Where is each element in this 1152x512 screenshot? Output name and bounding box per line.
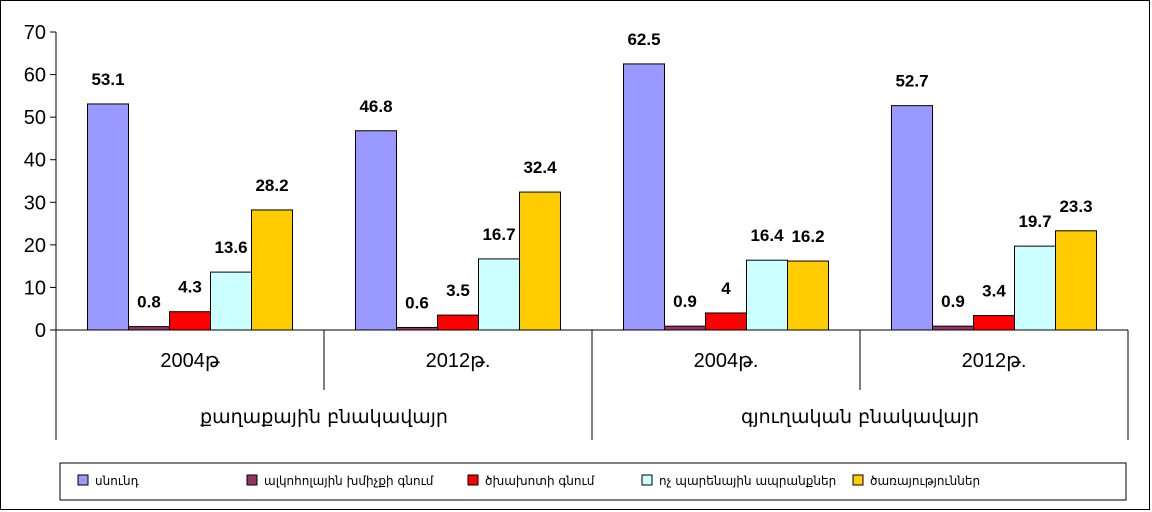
data-label: 0.8: [137, 293, 161, 312]
category-label: 2012թ.: [962, 350, 1027, 372]
legend-swatch: [852, 474, 864, 486]
y-tick-label: 20: [24, 235, 46, 257]
bar: [973, 315, 1015, 331]
data-label: 4: [721, 279, 731, 298]
bar: [355, 130, 397, 331]
data-label: 62.5: [627, 30, 660, 49]
category-label: 2004թ: [160, 350, 219, 372]
bar: [1055, 230, 1097, 331]
category-label: 2004թ.: [694, 350, 759, 372]
bar: [210, 271, 252, 331]
y-tick-label: 30: [24, 192, 46, 214]
legend-label: ալկոհոլային խմիչքի գնում: [264, 474, 434, 488]
legend-swatch: [641, 474, 653, 486]
group-label: գյուղական բնակավայր: [741, 406, 979, 428]
bar: [169, 311, 211, 331]
legend-label: ոչ պարենային ապրանքներ: [659, 474, 836, 488]
data-label: 0.9: [673, 292, 697, 311]
bar: [396, 326, 438, 331]
y-tick-label: 40: [24, 150, 46, 172]
data-label: 0.6: [405, 293, 429, 312]
y-tick-label: 60: [24, 65, 46, 87]
bar: [251, 209, 293, 331]
bar: [746, 259, 788, 331]
legend-label: ծխախոտի գնում: [485, 474, 595, 488]
y-tick-label: 0: [35, 320, 46, 342]
bars: [87, 63, 1097, 331]
legend: սնունդ ալկոհոլային խմիչքի գնում ծխախոտի գն…: [59, 462, 1127, 501]
bar: [478, 258, 520, 331]
y-tick-label: 70: [24, 22, 46, 44]
bar: [664, 325, 706, 331]
legend-swatch: [246, 474, 258, 486]
data-label: 19.7: [1018, 212, 1051, 231]
data-label: 28.2: [255, 176, 288, 195]
category-label: 2012թ.: [426, 350, 491, 372]
legend-swatch: [467, 474, 479, 486]
y-tick-label: 50: [24, 107, 46, 129]
bar: [437, 314, 479, 331]
bar: [1014, 245, 1056, 331]
data-label: 52.7: [895, 72, 928, 91]
data-label: 46.8: [359, 97, 392, 116]
legend-label: ծառայություններ: [870, 474, 980, 488]
bar: [705, 312, 747, 331]
bar: [519, 191, 561, 331]
data-label: 3.4: [982, 282, 1006, 301]
axes: 0 10 20 30 40 50 60 70 2004թ 2012թ. 2004թ. 2012թ. քա…: [24, 22, 1129, 440]
data-label: 0.9: [941, 292, 965, 311]
bar: [787, 260, 829, 331]
group-label: քաղաքային բնակավայր: [200, 406, 448, 428]
data-label: 53.1: [91, 70, 124, 89]
bar: [932, 325, 974, 331]
bar: [87, 103, 129, 331]
bar: [128, 326, 170, 331]
data-label: 13.6: [214, 238, 247, 257]
data-label: 4.3: [178, 278, 202, 297]
data-label: 23.3: [1059, 197, 1092, 216]
bar: [623, 63, 665, 331]
legend-swatch: [77, 474, 89, 486]
data-label: 32.4: [523, 158, 557, 177]
data-label: 3.5: [446, 281, 470, 300]
y-tick-label: 10: [24, 277, 46, 299]
data-label: 16.2: [791, 227, 824, 246]
data-label: 16.4: [750, 226, 784, 245]
legend-label: սնունդ: [95, 474, 139, 488]
bar: [891, 105, 933, 331]
data-label: 16.7: [482, 225, 515, 244]
data-labels: 53.1 0.8 4.3 13.6 28.2 46.8 0.6 3.5 16.7 32.4 62.5…: [91, 30, 1092, 313]
legend-box: [59, 462, 1127, 501]
